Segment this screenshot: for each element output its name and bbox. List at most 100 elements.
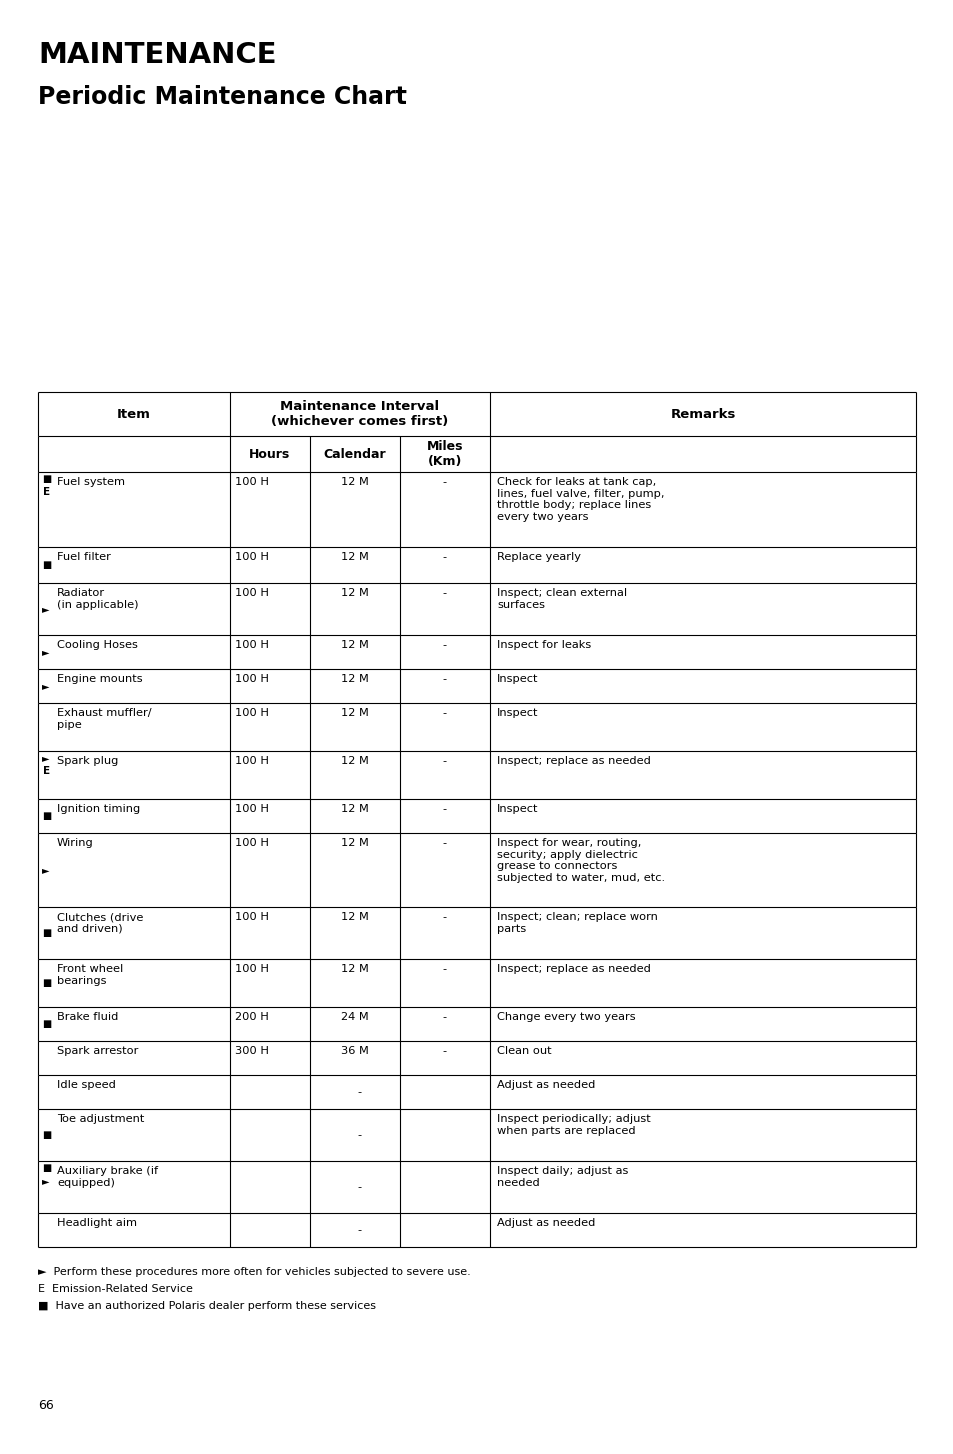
Text: Clutches (drive
and driven): Clutches (drive and driven): [57, 912, 143, 933]
Text: Inspect for wear, routing,
security; apply dielectric
grease to connectors
subje: Inspect for wear, routing, security; app…: [497, 838, 664, 883]
Text: 12 M: 12 M: [341, 756, 369, 766]
Text: Check for leaks at tank cap,
lines, fuel valve, filter, pump,
throttle body; rep: Check for leaks at tank cap, lines, fuel…: [497, 477, 664, 522]
Text: -: -: [357, 1226, 362, 1234]
Text: -: -: [442, 675, 447, 683]
Text: 12 M: 12 M: [341, 477, 369, 487]
Text: -: -: [442, 587, 447, 598]
Text: Inspect; replace as needed: Inspect; replace as needed: [497, 756, 650, 766]
Text: ■: ■: [42, 979, 51, 989]
Text: Change every two years: Change every two years: [497, 1012, 635, 1022]
Text: 100 H: 100 H: [234, 553, 269, 563]
Text: 12 M: 12 M: [341, 964, 369, 974]
Text: 100 H: 100 H: [234, 587, 269, 598]
Text: ►: ►: [42, 865, 50, 875]
Text: Fuel system: Fuel system: [57, 477, 125, 487]
Text: 24 M: 24 M: [341, 1012, 369, 1022]
Text: E: E: [43, 766, 51, 776]
Text: 100 H: 100 H: [234, 912, 269, 922]
Text: Brake fluid: Brake fluid: [57, 1012, 118, 1022]
Text: Periodic Maintenance Chart: Periodic Maintenance Chart: [38, 84, 406, 109]
Text: ►  Perform these procedures more often for vehicles subjected to severe use.: ► Perform these procedures more often fo…: [38, 1266, 470, 1277]
Text: 12 M: 12 M: [341, 675, 369, 683]
Text: -: -: [357, 1130, 362, 1140]
Text: 12 M: 12 M: [341, 553, 369, 563]
Text: ►: ►: [42, 753, 50, 763]
Text: 12 M: 12 M: [341, 804, 369, 814]
Text: Headlight aim: Headlight aim: [57, 1218, 137, 1229]
Text: 100 H: 100 H: [234, 964, 269, 974]
Text: -: -: [442, 964, 447, 974]
Text: ►: ►: [42, 603, 50, 614]
Text: Spark plug: Spark plug: [57, 756, 118, 766]
Text: Inspect: Inspect: [497, 675, 537, 683]
Text: Fuel filter: Fuel filter: [57, 553, 111, 563]
Text: ►: ►: [42, 680, 50, 691]
Text: ■: ■: [42, 1163, 51, 1173]
Text: 12 M: 12 M: [341, 912, 369, 922]
Text: Item: Item: [117, 407, 151, 420]
Text: Spark arrestor: Spark arrestor: [57, 1045, 138, 1056]
Text: Replace yearly: Replace yearly: [497, 553, 580, 563]
Text: ■: ■: [42, 474, 51, 484]
Text: 12 M: 12 M: [341, 587, 369, 598]
Text: MAINTENANCE: MAINTENANCE: [38, 41, 276, 68]
Text: 12 M: 12 M: [341, 640, 369, 650]
Text: Remarks: Remarks: [670, 407, 735, 420]
Text: Inspect; clean external
surfaces: Inspect; clean external surfaces: [497, 587, 626, 609]
Text: ■  Have an authorized Polaris dealer perform these services: ■ Have an authorized Polaris dealer perf…: [38, 1301, 375, 1312]
Text: Adjust as needed: Adjust as needed: [497, 1080, 595, 1090]
Text: E  Emission-Related Service: E Emission-Related Service: [38, 1284, 193, 1294]
Text: Inspect; replace as needed: Inspect; replace as needed: [497, 964, 650, 974]
Text: Hours: Hours: [249, 448, 291, 461]
Text: Inspect for leaks: Inspect for leaks: [497, 640, 591, 650]
Text: Engine mounts: Engine mounts: [57, 675, 143, 683]
Text: Inspect: Inspect: [497, 708, 537, 718]
Text: 12 M: 12 M: [341, 708, 369, 718]
Text: Auxiliary brake (if
equipped): Auxiliary brake (if equipped): [57, 1166, 158, 1188]
Text: Front wheel
bearings: Front wheel bearings: [57, 964, 123, 986]
Text: Calendar: Calendar: [323, 448, 386, 461]
Text: Inspect; clean; replace worn
parts: Inspect; clean; replace worn parts: [497, 912, 658, 933]
Text: Cooling Hoses: Cooling Hoses: [57, 640, 138, 650]
Text: 12 M: 12 M: [341, 838, 369, 848]
Text: Toe adjustment: Toe adjustment: [57, 1114, 144, 1124]
Text: E: E: [43, 487, 51, 497]
Text: -: -: [442, 912, 447, 922]
Text: Inspect: Inspect: [497, 804, 537, 814]
Text: Miles
(Km): Miles (Km): [426, 441, 463, 468]
Text: 100 H: 100 H: [234, 477, 269, 487]
Text: ■: ■: [42, 560, 51, 570]
Text: -: -: [442, 756, 447, 766]
Text: 100 H: 100 H: [234, 838, 269, 848]
Text: Idle speed: Idle speed: [57, 1080, 115, 1090]
Text: 100 H: 100 H: [234, 640, 269, 650]
Text: -: -: [442, 553, 447, 563]
Text: -: -: [442, 640, 447, 650]
Text: ■: ■: [42, 811, 51, 822]
Text: -: -: [357, 1088, 362, 1096]
Text: 100 H: 100 H: [234, 804, 269, 814]
Text: ►: ►: [42, 647, 50, 657]
Text: -: -: [357, 1182, 362, 1192]
Text: -: -: [442, 804, 447, 814]
Text: 36 M: 36 M: [341, 1045, 369, 1056]
Text: -: -: [442, 708, 447, 718]
Text: 300 H: 300 H: [234, 1045, 269, 1056]
Text: -: -: [442, 1012, 447, 1022]
Text: Maintenance Interval
(whichever comes first): Maintenance Interval (whichever comes fi…: [271, 400, 448, 427]
Text: ►: ►: [42, 1176, 50, 1186]
Text: Radiator
(in applicable): Radiator (in applicable): [57, 587, 138, 609]
Text: Exhaust muffler/
pipe: Exhaust muffler/ pipe: [57, 708, 152, 730]
Text: 200 H: 200 H: [234, 1012, 269, 1022]
Text: 100 H: 100 H: [234, 756, 269, 766]
Text: Clean out: Clean out: [497, 1045, 551, 1056]
Text: ■: ■: [42, 1130, 51, 1140]
Text: Ignition timing: Ignition timing: [57, 804, 140, 814]
Text: Inspect periodically; adjust
when parts are replaced: Inspect periodically; adjust when parts …: [497, 1114, 650, 1136]
Text: ■: ■: [42, 928, 51, 938]
Text: ■: ■: [42, 1019, 51, 1029]
Text: 100 H: 100 H: [234, 675, 269, 683]
Text: Adjust as needed: Adjust as needed: [497, 1218, 595, 1229]
Text: Inspect daily; adjust as
needed: Inspect daily; adjust as needed: [497, 1166, 628, 1188]
Text: Wiring: Wiring: [57, 838, 93, 848]
